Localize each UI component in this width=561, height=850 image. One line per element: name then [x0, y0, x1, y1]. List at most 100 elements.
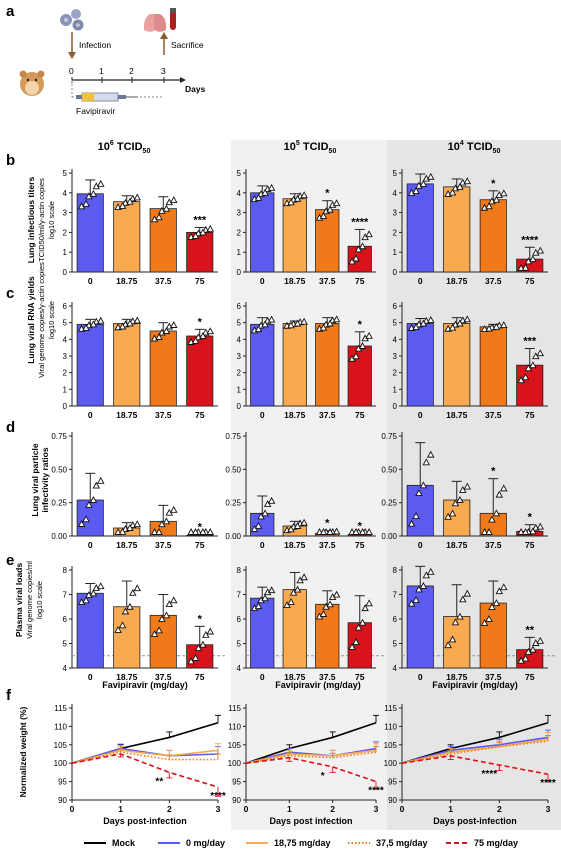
x-tick-label-75: 75 [195, 672, 205, 682]
bar-18.75 [282, 198, 307, 273]
data-point-triangle [448, 509, 457, 517]
y-tick-label: 2 [63, 369, 68, 378]
y-tick-label: 0.00 [381, 532, 397, 541]
data-point-triangle [254, 193, 263, 201]
y-tick-label: 4 [393, 335, 398, 344]
x-tick-label-day-1: 1 [118, 804, 123, 814]
data-point-triangle [191, 336, 200, 344]
panel-e-col1: 4 5 6 7 8 0 18.75 37.5 * 75 [63, 566, 226, 682]
data-point-triangle [97, 316, 105, 324]
x-tick-label-37.5: 37.5 [485, 672, 502, 682]
data-point-triangle [451, 499, 460, 507]
data-point-triangle [118, 527, 127, 535]
data-point-triangle [419, 179, 428, 187]
significance-stars: ** [155, 776, 163, 787]
data-point-triangle [155, 333, 163, 340]
data-point-triangle [365, 528, 373, 535]
data-point-triangle [419, 319, 428, 327]
x-tick-label-18.75: 18.75 [446, 540, 468, 550]
data-point-triangle [133, 584, 142, 592]
y-tick-label: 105 [228, 741, 242, 750]
row-e-ylabel-line2: Viral genome copies/ml [25, 561, 34, 639]
data-point-triangle [517, 528, 525, 535]
data-point-triangle [536, 246, 545, 254]
x-tick-label-37.5: 37.5 [485, 410, 502, 420]
x-tick-label-37.5: 37.5 [319, 672, 336, 682]
panel-letter-a: a [6, 3, 15, 20]
data-point-triangle [89, 320, 98, 328]
data-point-triangle [326, 205, 334, 213]
data-point-triangle [133, 193, 142, 201]
data-point-triangle [267, 586, 276, 594]
data-point-triangle [422, 458, 431, 466]
data-point-triangle [155, 626, 163, 634]
panel-letter-c: c [6, 285, 14, 302]
significance-stars: **** [521, 234, 539, 246]
data-point-triangle [492, 195, 501, 203]
x-tick-label-18.75: 18.75 [116, 540, 138, 550]
data-point-triangle [485, 528, 493, 535]
data-point-triangle [427, 450, 435, 458]
data-point-triangle [162, 611, 171, 619]
x-tick-label-37.5: 37.5 [319, 540, 336, 550]
panel-letter-d: d [6, 419, 15, 436]
y-tick-label: 2 [63, 228, 68, 237]
data-point-triangle [293, 585, 302, 593]
y-tick-label: 3 [393, 352, 398, 361]
bar-0 [406, 323, 434, 407]
data-point-triangle [254, 602, 263, 610]
data-point-triangle [459, 595, 467, 603]
y-tick-label: 7 [393, 591, 398, 600]
data-point-triangle [97, 179, 105, 187]
syringe-icon [76, 92, 138, 102]
x-tick-label-day-2: 2 [330, 804, 335, 814]
x-tick-label-37.5: 37.5 [485, 276, 502, 286]
timeline-tick-3: 3 [161, 66, 166, 76]
y-tick-label: 5 [393, 319, 398, 328]
legend-label-0mg: 0 mg/day [186, 838, 225, 848]
y-tick-label: 95 [58, 778, 67, 787]
data-point-triangle [352, 254, 360, 262]
data-point-triangle [326, 600, 334, 608]
y-tick-label: 8 [237, 566, 242, 575]
data-point-triangle [412, 323, 420, 331]
series-line-37-5-mg-day [245, 751, 377, 764]
data-point-triangle [319, 212, 328, 219]
data-point-triangle [326, 528, 334, 535]
row-d-ylabel-line1: Lung viral particle [30, 443, 40, 516]
legend: Mock 0 mg/day 18,75 mg/day 37,5 mg/day 7… [84, 838, 518, 848]
bar-0 [76, 323, 104, 407]
y-tick-label: 3 [393, 209, 398, 218]
significance-stars: * [358, 520, 363, 532]
data-point-triangle [129, 588, 137, 596]
x-tick-label-day-0: 0 [244, 804, 249, 814]
significance-stars: * [358, 319, 363, 331]
data-point-triangle [332, 527, 341, 535]
data-point-triangle [287, 198, 295, 206]
bar-75 [347, 345, 372, 407]
legend-label-mock: Mock [112, 838, 136, 848]
data-point-triangle [459, 485, 467, 493]
data-point-triangle [170, 196, 178, 204]
y-tick-label: 105 [384, 741, 398, 750]
y-tick-label: 6 [393, 302, 398, 311]
x-tick-label-18.75: 18.75 [116, 672, 138, 682]
significance-stars: * [198, 522, 203, 534]
significance-stars: * [198, 316, 203, 328]
y-tick-label: 4 [237, 189, 242, 198]
data-point-triangle [261, 320, 269, 328]
data-point-triangle [82, 596, 90, 604]
y-tick-label: 7 [237, 591, 242, 600]
data-point-triangle [158, 615, 166, 623]
data-point-triangle [293, 522, 302, 529]
y-tick-label: 0 [63, 402, 68, 411]
series-line-75-mg-day [71, 753, 219, 788]
timeline: 0 1 2 3 Days [69, 66, 206, 98]
data-point-triangle [191, 232, 200, 239]
bar-75 [516, 364, 544, 407]
data-point-triangle [170, 321, 178, 328]
panel-e-col2: 4 5 6 7 8 0 18.75 37.5 75 [237, 566, 384, 682]
y-tick-label: 90 [58, 796, 67, 805]
data-point-triangle [521, 263, 530, 271]
data-point-triangle [536, 349, 545, 357]
